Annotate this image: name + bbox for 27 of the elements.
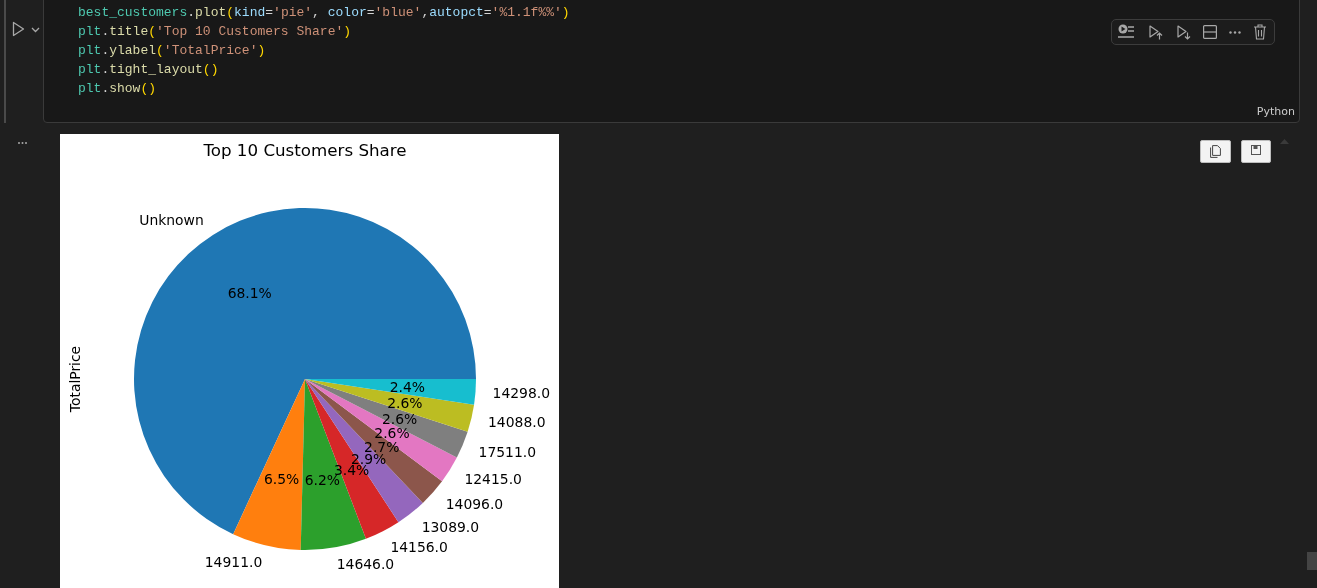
data-label: 2.6% xyxy=(387,394,423,411)
slice-label: 14911.0 xyxy=(204,554,263,571)
slice-label: 14646.0 xyxy=(336,556,395,573)
slice-label: 13089.0 xyxy=(421,518,480,535)
slice-label: 14298.0 xyxy=(492,385,551,402)
text: best_customers.plot(kind='pie', color='blue',autopct='%1.1f%%') xyxy=(78,4,570,20)
pie-slice xyxy=(305,379,423,523)
data-label: 2.6% xyxy=(374,425,410,442)
text: plt.ylabel('TotalPrice') xyxy=(78,42,266,58)
text: plt.show() xyxy=(78,80,157,96)
data-label: 6.5% xyxy=(264,470,300,487)
slice-label: 17511.0 xyxy=(478,443,537,460)
slice-label: 14156.0 xyxy=(390,538,448,555)
data-label: 2.4% xyxy=(389,378,425,395)
chart-title: Top 10 Customers Share xyxy=(202,140,408,160)
text: plt.title('Top 10 Customers Share') xyxy=(78,23,352,39)
slice-label: 14088.0 xyxy=(488,414,546,431)
slice-label: 12415.0 xyxy=(464,470,522,487)
slice-label: Unknown xyxy=(139,212,204,229)
text: TotalPrice xyxy=(67,345,83,413)
pie-slice xyxy=(305,379,443,503)
text: Python xyxy=(1256,105,1295,118)
slice-label: 14096.0 xyxy=(445,495,504,512)
data-label: 68.1% xyxy=(227,284,272,301)
data-label: 2.6% xyxy=(382,410,418,427)
text: plt.tight_layout() xyxy=(78,61,219,77)
pie-slice xyxy=(233,379,305,550)
